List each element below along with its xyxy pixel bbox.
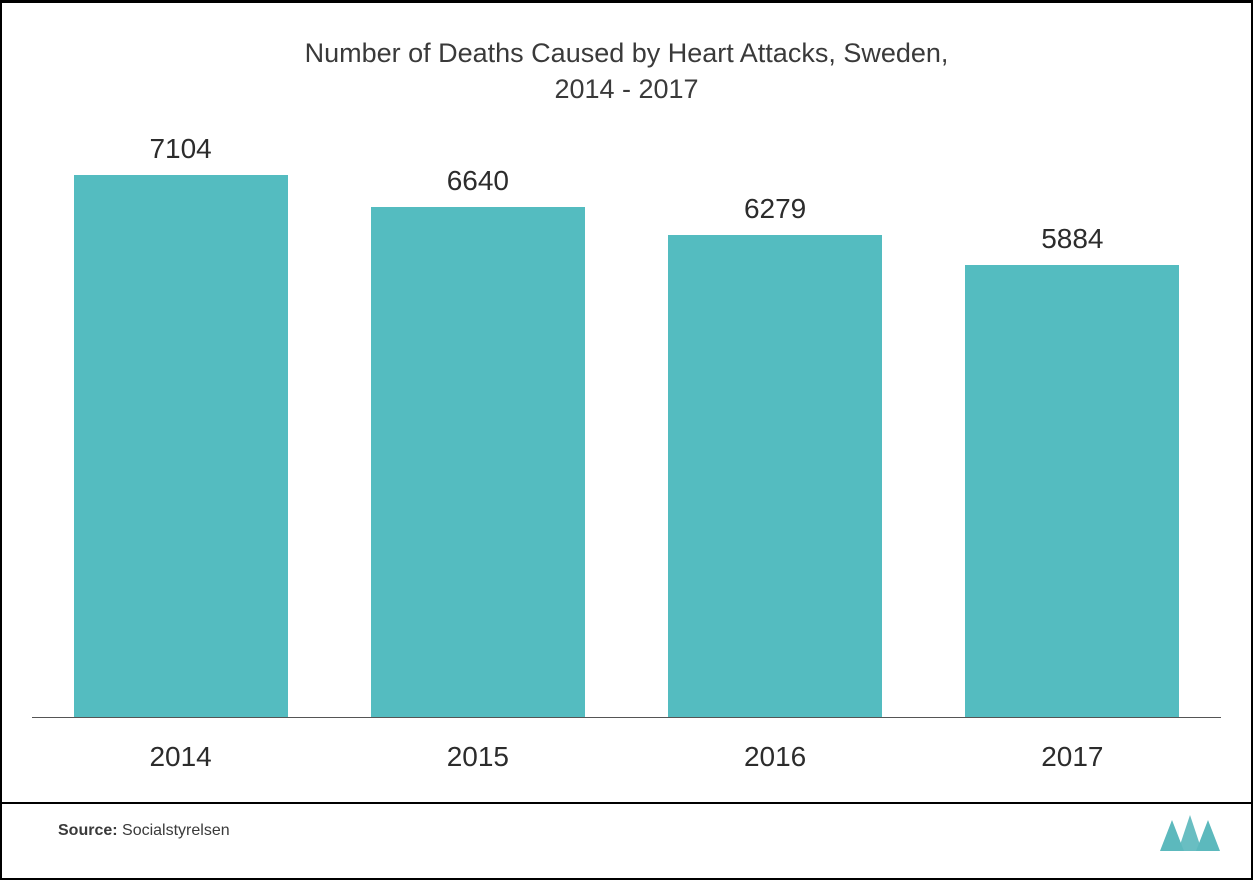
x-axis-label: 2017: [924, 741, 1221, 773]
brand-logo: [1157, 812, 1223, 854]
title-line-2: 2014 - 2017: [554, 74, 698, 104]
bar-value-label: 5884: [1041, 223, 1103, 255]
plot-area: 7104 6640 6279 5884: [32, 133, 1221, 718]
source-attribution: Source: Socialstyrelsen: [58, 822, 230, 840]
bar-group: 5884: [924, 133, 1221, 718]
x-axis-label: 2015: [329, 741, 626, 773]
chart-title: Number of Deaths Caused by Heart Attacks…: [2, 3, 1251, 118]
x-axis-labels: 2014201520162017: [32, 741, 1221, 773]
bars-group: 7104 6640 6279 5884: [32, 133, 1221, 718]
source-value: Socialstyrelsen: [122, 822, 230, 839]
title-line-1: Number of Deaths Caused by Heart Attacks…: [305, 38, 949, 68]
bar: [668, 235, 882, 718]
bar-value-label: 6640: [447, 165, 509, 197]
logo-icon: [1157, 812, 1223, 854]
bar-group: 7104: [32, 133, 329, 718]
bar: [965, 265, 1179, 718]
bar: [74, 175, 288, 718]
x-axis-label: 2016: [627, 741, 924, 773]
bar-value-label: 7104: [149, 133, 211, 165]
source-label: Source:: [58, 822, 118, 839]
chart-container: Number of Deaths Caused by Heart Attacks…: [0, 0, 1253, 880]
bar-group: 6640: [329, 133, 626, 718]
bar-value-label: 6279: [744, 193, 806, 225]
x-axis-label: 2014: [32, 741, 329, 773]
x-axis-baseline: [32, 717, 1221, 718]
footer-separator: [2, 802, 1251, 804]
bar: [371, 207, 585, 718]
bar-group: 6279: [627, 133, 924, 718]
